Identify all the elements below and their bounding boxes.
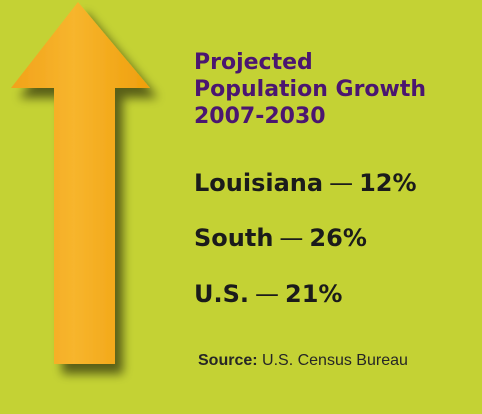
stat-us-value: 21% xyxy=(285,280,343,308)
title-line-years: 2007-2030 xyxy=(194,104,326,129)
stat-louisiana-region: Louisiana xyxy=(194,169,324,197)
title-line-projected: Projected xyxy=(194,50,313,75)
stat-us: U.S. —21% xyxy=(194,280,342,308)
stat-us-region: U.S. xyxy=(194,280,250,308)
source-line: Source: U.S. Census Bureau xyxy=(198,351,408,371)
stats-content: Projected Population Growth 2007-2030 Lo… xyxy=(194,49,474,369)
stat-south: South —26% xyxy=(194,224,367,252)
title-line-population-growth: Population Growth xyxy=(194,77,427,102)
stat-south-region: South xyxy=(194,224,274,252)
arrow-svg xyxy=(11,2,150,364)
stat-us-dash: — xyxy=(255,280,280,308)
arrow-shape xyxy=(11,2,150,364)
stat-louisiana-dash: — xyxy=(329,169,354,197)
stat-south-value: 26% xyxy=(309,224,367,252)
stat-louisiana: Louisiana —12% xyxy=(194,169,417,197)
source-text: U.S. Census Bureau xyxy=(262,352,408,369)
stat-south-dash: — xyxy=(279,224,304,252)
page-title: Projected Population Growth 2007-2030 xyxy=(194,49,474,130)
upward-arrow-graphic xyxy=(0,0,190,414)
stat-louisiana-value: 12% xyxy=(359,169,417,197)
source-label: Source: xyxy=(198,352,258,369)
